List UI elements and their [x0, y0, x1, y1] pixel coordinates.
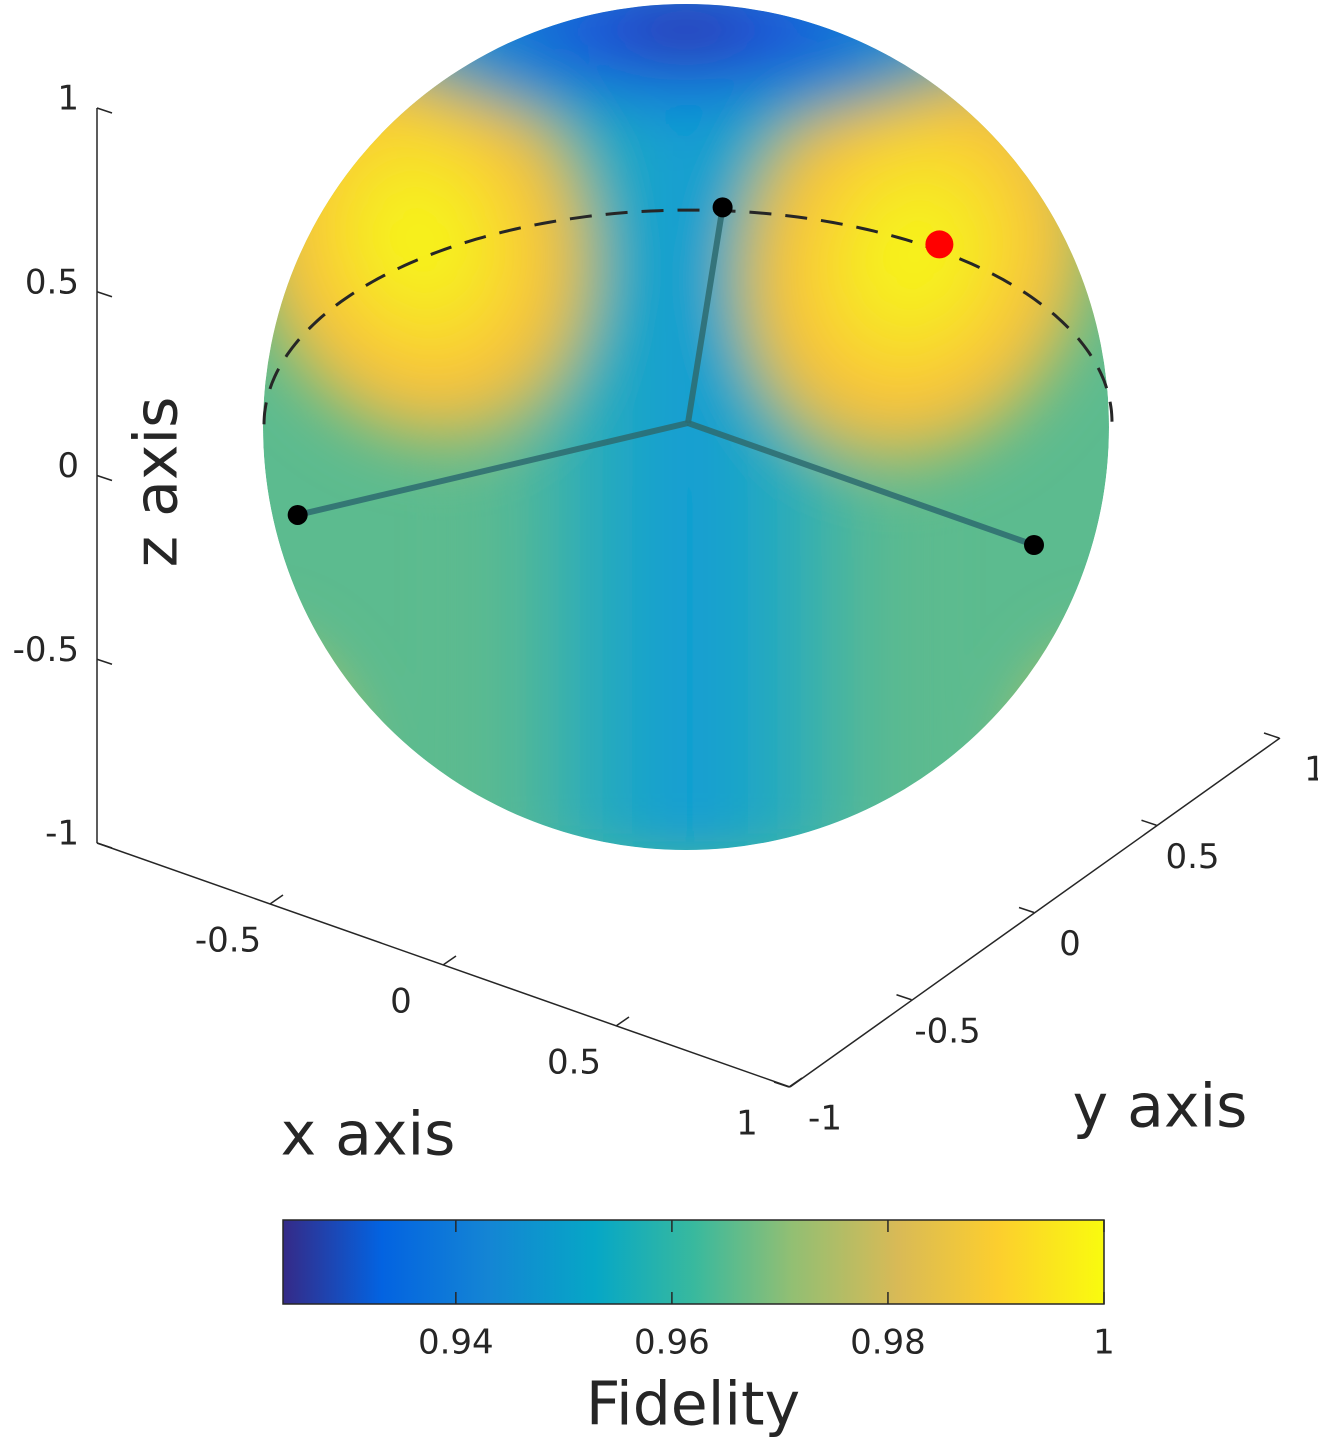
equator [262, 208, 1114, 425]
x-tick-label: 1 [736, 1104, 758, 1144]
z-tick [96, 474, 113, 482]
point [1024, 535, 1044, 555]
colorbar-label: Fidelity [586, 1370, 800, 1440]
y-tick [773, 1081, 790, 1088]
highlight-point [925, 230, 954, 259]
z-tick-label: 0.5 [25, 262, 79, 302]
y-axis-label: y axis [1073, 1072, 1248, 1142]
vector [685, 206, 726, 424]
vector [687, 420, 1035, 548]
z-tick [96, 107, 113, 114]
z-tick [96, 658, 113, 665]
x-tick [442, 955, 457, 966]
y-tick [896, 994, 912, 1001]
z-tick-label: 1 [57, 79, 79, 119]
z-axis-label: z axis [122, 397, 192, 568]
point [287, 504, 308, 525]
x-tick-label: 0.5 [547, 1043, 601, 1083]
colorbar [282, 1219, 1105, 1305]
x-tick-label: -0.5 [195, 921, 261, 961]
x-axis-label: x axis [281, 1100, 456, 1170]
z-tick-label: -0.5 [13, 630, 79, 670]
y-tick-label: 0 [1059, 924, 1081, 964]
z-tick [96, 842, 113, 849]
z-tick [96, 291, 113, 298]
z-tick-label: -1 [45, 814, 79, 854]
plot-area [262, 197, 1114, 555]
y-axis-line [789, 737, 1281, 1088]
y-tick-label: -1 [808, 1099, 842, 1139]
y-tick [1141, 819, 1157, 826]
y-tick-label: -0.5 [914, 1011, 980, 1051]
colorbar-tick-label: 0.96 [634, 1323, 710, 1363]
point [712, 197, 733, 218]
x-tick-label: 0 [390, 982, 412, 1022]
x-tick [615, 1016, 630, 1027]
colorbar-tick-label: 1 [1093, 1323, 1115, 1363]
y-tick [1263, 732, 1280, 739]
y-tick-label: 1 [1304, 750, 1318, 790]
sphere [263, 4, 1109, 850]
z-tick-label: 0 [57, 446, 79, 486]
vector [296, 420, 689, 518]
colorbar-tick-label: 0.98 [850, 1323, 926, 1363]
colorbar-tick-label: 0.94 [418, 1323, 494, 1363]
y-tick [1018, 906, 1035, 914]
x-tick [788, 1077, 803, 1088]
y-tick-label: 0.5 [1165, 837, 1219, 877]
x-tick [269, 894, 284, 905]
